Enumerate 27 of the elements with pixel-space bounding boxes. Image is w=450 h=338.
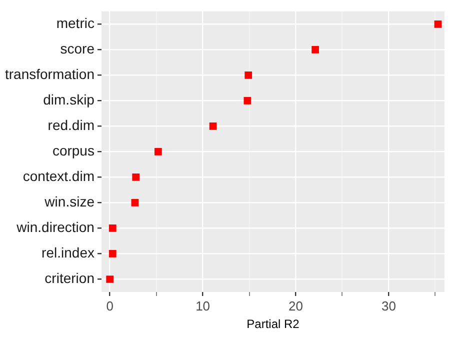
y-tick-label: dim.skip — [43, 92, 95, 108]
y-tick-label: score — [60, 40, 95, 57]
point — [209, 122, 217, 130]
y-tick-label: criterion — [44, 270, 94, 286]
y-tick-label: win.direction — [16, 219, 94, 236]
point — [131, 199, 139, 206]
y-tick-label: red.dim — [48, 117, 94, 134]
point — [312, 46, 319, 54]
y-tick-label: transformation — [5, 66, 94, 82]
x-tick-label: 20 — [288, 298, 303, 314]
point — [108, 224, 116, 232]
x-tick-label: 10 — [196, 298, 210, 314]
y-tick-label: corpus — [52, 142, 94, 159]
point — [154, 148, 162, 156]
x-tick-label: 30 — [381, 298, 396, 314]
point — [106, 276, 114, 283]
y-tick-label: win.size — [44, 194, 95, 210]
y-tick-label: rel.index — [42, 244, 94, 261]
point — [108, 250, 116, 258]
point — [132, 174, 140, 181]
point — [244, 97, 252, 104]
point — [244, 71, 252, 79]
y-tick-label: metric — [56, 15, 94, 32]
x-tick-label: 0 — [106, 298, 114, 314]
x-axis-title: Partial R2 — [246, 317, 300, 332]
y-tick-label: context.dim — [22, 168, 94, 184]
point — [434, 20, 442, 28]
